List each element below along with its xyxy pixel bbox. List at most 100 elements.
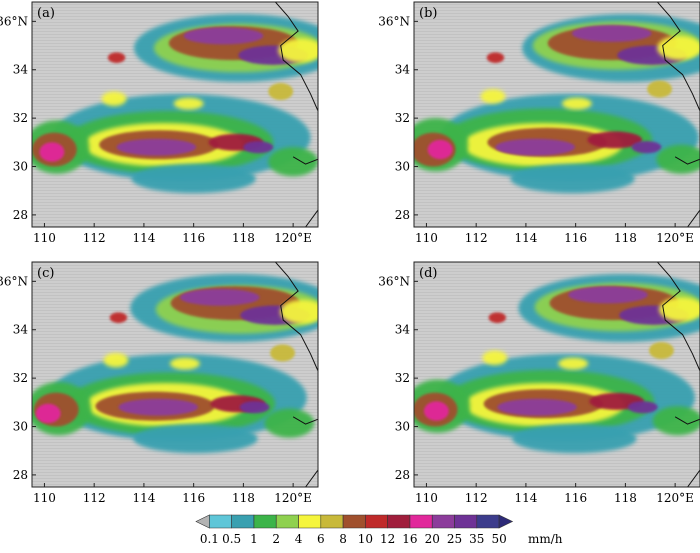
precip-area bbox=[561, 97, 592, 110]
precip-area bbox=[239, 401, 270, 414]
precip-area bbox=[495, 138, 576, 156]
colorbar-tick-label: 20 bbox=[425, 532, 440, 546]
x-tick-label: 114 bbox=[132, 231, 155, 245]
precip-area bbox=[647, 80, 673, 98]
colorbar-segment bbox=[454, 514, 478, 529]
x-tick-label: 118 bbox=[614, 491, 637, 505]
precip-area bbox=[656, 144, 700, 174]
coastline bbox=[656, 2, 700, 112]
precip-area bbox=[652, 406, 700, 436]
x-tick-label: 112 bbox=[465, 231, 488, 245]
precip-area bbox=[173, 97, 204, 110]
y-tick-label: 36°N bbox=[0, 14, 28, 28]
x-tick-label: 110 bbox=[415, 231, 438, 245]
precip-area bbox=[133, 424, 258, 454]
precip-area bbox=[264, 408, 315, 438]
x-tick-label: 116 bbox=[182, 231, 205, 245]
panel-label: (d) bbox=[419, 266, 437, 281]
precip-area bbox=[179, 288, 260, 306]
precip-area bbox=[649, 342, 674, 360]
y-tick-label: 36°N bbox=[378, 14, 410, 28]
colorbar-segment bbox=[498, 514, 514, 529]
colorbar-tick-label: 0.5 bbox=[222, 532, 241, 546]
x-tick-label: 120°E bbox=[656, 231, 694, 245]
precip-area bbox=[587, 131, 643, 149]
colorbar-tick-label: 12 bbox=[380, 532, 395, 546]
x-tick-label: 120°E bbox=[274, 491, 312, 505]
y-tick-label: 28 bbox=[395, 208, 410, 222]
colorbar-segment bbox=[298, 514, 322, 529]
map-panel-d: (d) 110 112 114 116 118 120°E 28 30 32 34 36°N bbox=[378, 261, 700, 505]
coastline bbox=[674, 156, 700, 165]
x-tick-label: 110 bbox=[33, 491, 56, 505]
precip-area bbox=[39, 142, 65, 162]
x-tick-label: 120°E bbox=[274, 231, 312, 245]
precip-area bbox=[268, 147, 318, 177]
y-tick-label: 32 bbox=[13, 111, 28, 125]
colorbar-segment bbox=[275, 514, 299, 529]
precip-area bbox=[183, 27, 264, 45]
colorbar-tick-label: 10 bbox=[358, 532, 373, 546]
colorbar-segment bbox=[409, 514, 433, 529]
precip-area bbox=[278, 38, 318, 63]
colorbar-segment bbox=[209, 514, 232, 529]
precip-area bbox=[482, 350, 508, 366]
precip-area bbox=[568, 286, 648, 304]
x-tick-label: 116 bbox=[564, 491, 587, 505]
precip-area bbox=[658, 297, 700, 322]
x-tick-label: 118 bbox=[614, 231, 637, 245]
x-tick-label: 112 bbox=[465, 491, 488, 505]
y-tick-label: 30 bbox=[13, 420, 28, 434]
y-tick-label: 30 bbox=[395, 420, 410, 434]
colorbar-tick-label: 16 bbox=[402, 532, 417, 546]
colorbar-tick-label: 35 bbox=[469, 532, 484, 546]
x-tick-label: 112 bbox=[83, 491, 106, 505]
y-tick-label: 32 bbox=[13, 371, 28, 385]
y-tick-label: 28 bbox=[395, 468, 410, 482]
precip-area bbox=[107, 52, 126, 63]
precip-area bbox=[486, 52, 505, 63]
x-tick-label: 120°E bbox=[656, 491, 694, 505]
x-tick-label: 114 bbox=[514, 231, 537, 245]
colorbar-segment bbox=[365, 514, 388, 529]
map-frame bbox=[31, 1, 319, 228]
precip-area bbox=[488, 312, 507, 323]
colorbar-tick-label: 2 bbox=[272, 532, 280, 546]
colorbar-segment bbox=[320, 514, 344, 529]
map-panel-b: (b) 110 112 114 116 118 120°E 28 30 32 34 36°N bbox=[378, 1, 700, 245]
coastline bbox=[305, 469, 318, 487]
coastline bbox=[274, 2, 318, 112]
colorbar-segment bbox=[195, 514, 210, 529]
x-tick-label: 114 bbox=[514, 491, 537, 505]
precip-area bbox=[170, 357, 200, 370]
y-tick-label: 34 bbox=[395, 63, 411, 77]
colorbar-segment bbox=[476, 514, 500, 529]
y-tick-label: 36°N bbox=[378, 274, 410, 288]
y-tick-label: 34 bbox=[13, 63, 29, 77]
colorbar-tick-label: 0.1 bbox=[200, 532, 219, 546]
colorbar-tick-label: 50 bbox=[491, 532, 506, 546]
colorbar-unit: mm/h bbox=[528, 532, 563, 546]
precip-area bbox=[571, 24, 652, 42]
precip-area bbox=[510, 164, 635, 194]
x-tick-label: 110 bbox=[415, 491, 438, 505]
panel-label: (c) bbox=[37, 266, 54, 281]
precip-area bbox=[627, 401, 658, 414]
colorbar-segment bbox=[342, 514, 366, 529]
coastline bbox=[687, 469, 700, 487]
colorbar-tick-label: 8 bbox=[339, 532, 347, 546]
coastline bbox=[292, 156, 318, 165]
y-tick-label: 34 bbox=[395, 323, 411, 337]
y-tick-label: 34 bbox=[13, 323, 29, 337]
precip-area bbox=[101, 91, 127, 107]
y-tick-label: 28 bbox=[13, 208, 28, 222]
precip-area bbox=[631, 141, 662, 154]
colorbar-tick-label: 6 bbox=[317, 532, 325, 546]
coastline bbox=[305, 209, 318, 227]
panel-label: (a) bbox=[37, 6, 55, 21]
precip-area bbox=[131, 164, 256, 194]
x-tick-label: 116 bbox=[564, 231, 587, 245]
x-tick-label: 112 bbox=[83, 231, 106, 245]
